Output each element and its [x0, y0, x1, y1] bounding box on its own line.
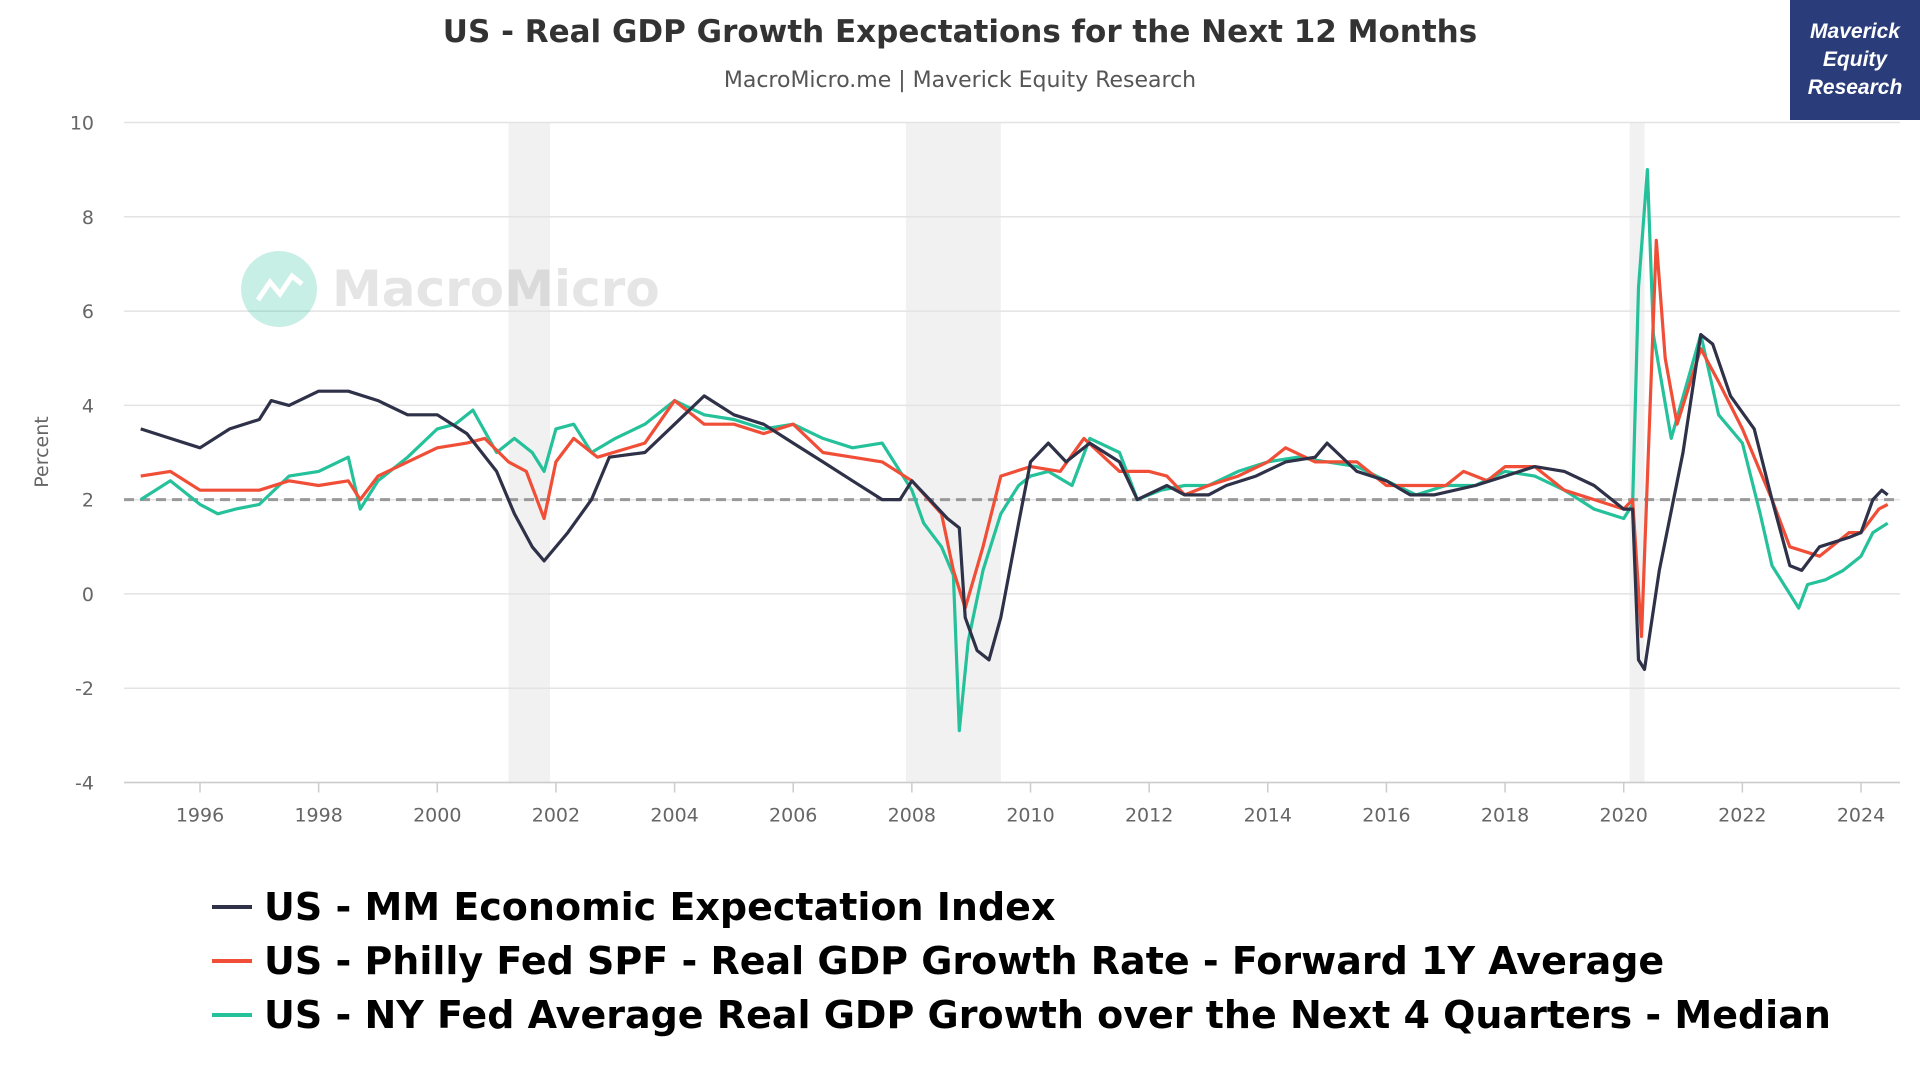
watermark-chart-icon [255, 272, 304, 302]
y-tick-label: 2 [82, 490, 94, 512]
x-tick-label: 2018 [1481, 805, 1529, 827]
chart-subtitle: MacroMicro.me | Maverick Equity Research [723, 68, 1197, 93]
legend-item-ny-fed[interactable]: US - NY Fed Average Real GDP Growth over… [212, 993, 1831, 1037]
x-tick-label: 2024 [1837, 805, 1885, 827]
chart-title: US - Real GDP Growth Expectations for th… [442, 14, 1478, 50]
maverick-badge: Maverick Equity Research [1790, 0, 1920, 120]
x-tick-label: 2002 [532, 805, 580, 827]
legend-item-mm-index[interactable]: US - MM Economic Expectation Index [212, 885, 1055, 929]
line-chart: MacroMicro 10 8 6 4 2 0 -2 -4 1996 1998 2000 2002 20… [31, 113, 1900, 827]
legend-label: US - MM Economic Expectation Index [264, 885, 1056, 929]
legend-label: US - NY Fed Average Real GDP Growth over… [264, 993, 1831, 1037]
recession-band [905, 122, 1001, 783]
y-axis-label: Percent [31, 416, 53, 488]
x-tick-label: 1996 [176, 805, 224, 827]
y-tick-label: -4 [75, 773, 94, 795]
x-tick-label: 2014 [1244, 805, 1292, 827]
y-tick-label: 0 [82, 584, 94, 606]
badge-text: Maverick Equity Research [1807, 20, 1903, 99]
series-line-ny-fed [139, 168, 1889, 733]
x-tick-label: 2020 [1600, 805, 1648, 827]
x-tick-label: 2006 [769, 805, 817, 827]
x-tick-label: 1998 [294, 805, 342, 827]
x-tick-label: 2022 [1718, 805, 1766, 827]
legend-item-philly-spf[interactable]: US - Philly Fed SPF - Real GDP Growth Ra… [212, 939, 1664, 983]
x-tick-label: 2016 [1362, 805, 1410, 827]
legend-swatch-mm [212, 905, 252, 909]
y-tick-label: 8 [82, 207, 94, 229]
x-tick-label: 2000 [413, 805, 461, 827]
y-tick-label: -2 [75, 678, 94, 700]
recession-band [508, 122, 550, 783]
x-tick-label: 2010 [1006, 805, 1054, 827]
watermark-logo-icon [241, 251, 317, 327]
x-tick-label: 2004 [650, 805, 698, 827]
x-tick-label: 2008 [888, 805, 936, 827]
legend-swatch-nyfed [212, 1013, 252, 1017]
watermark-text: MacroMicro [332, 260, 660, 318]
legend-swatch-spf [212, 959, 252, 963]
y-tick-label: 6 [82, 301, 94, 323]
macromicro-watermark: MacroMicro [241, 251, 660, 327]
series-line-philly-spf [140, 238, 1889, 639]
x-tick-label: 2012 [1125, 805, 1173, 827]
series-line-mm-index [140, 333, 1889, 672]
y-tick-label: 4 [82, 395, 94, 417]
y-tick-label: 10 [70, 113, 94, 135]
legend-label: US - Philly Fed SPF - Real GDP Growth Ra… [264, 939, 1665, 983]
